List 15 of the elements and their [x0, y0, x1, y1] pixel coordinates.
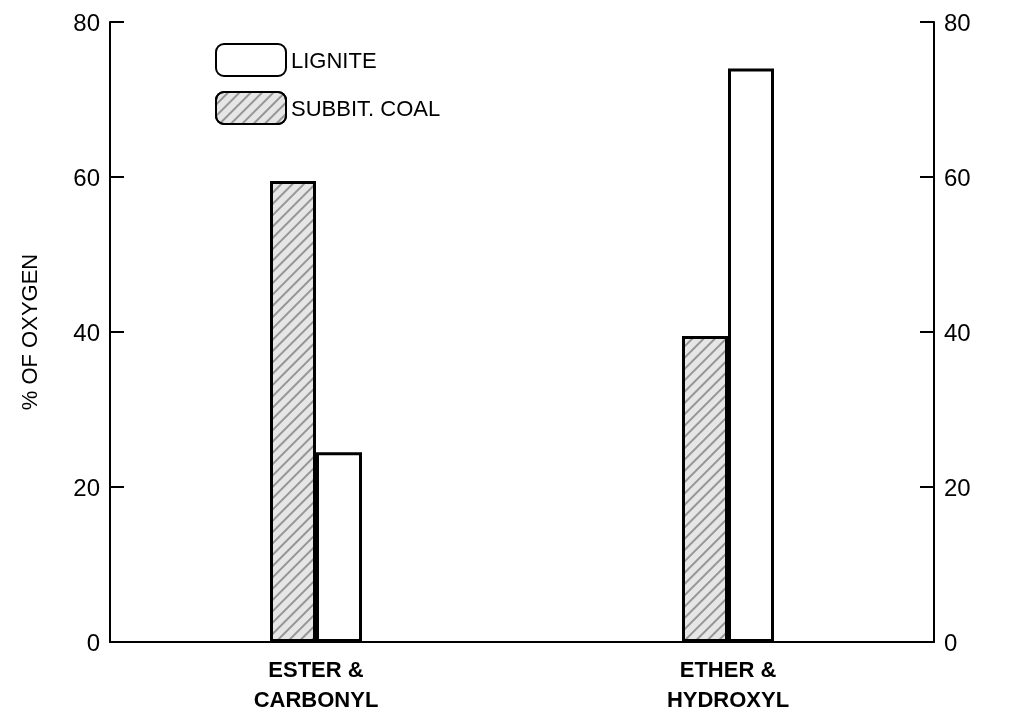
y2-tick-label: 60	[944, 163, 971, 191]
y-tick-label: 60	[73, 163, 100, 191]
y2-tick-label: 40	[944, 318, 971, 346]
y2-tick-label: 80	[944, 8, 971, 36]
y-tick-label: 20	[73, 473, 100, 501]
legend-label: LIGNITE	[291, 47, 377, 73]
y-axis-title: % OF OXYGEN	[16, 253, 42, 411]
y2-tick-label: 20	[944, 473, 971, 501]
y-tick-label: 80	[73, 8, 100, 36]
legend-label: SUBBIT. COAL	[291, 95, 441, 121]
x-tick-label: ETHER & HYDROXYL	[666, 656, 790, 712]
y2-tick-label: 0	[944, 628, 958, 656]
x-tick-label: ESTER & CARBONYL	[253, 656, 379, 712]
y-tick-label: 0	[86, 628, 100, 656]
y-tick-label: 40	[73, 318, 100, 346]
